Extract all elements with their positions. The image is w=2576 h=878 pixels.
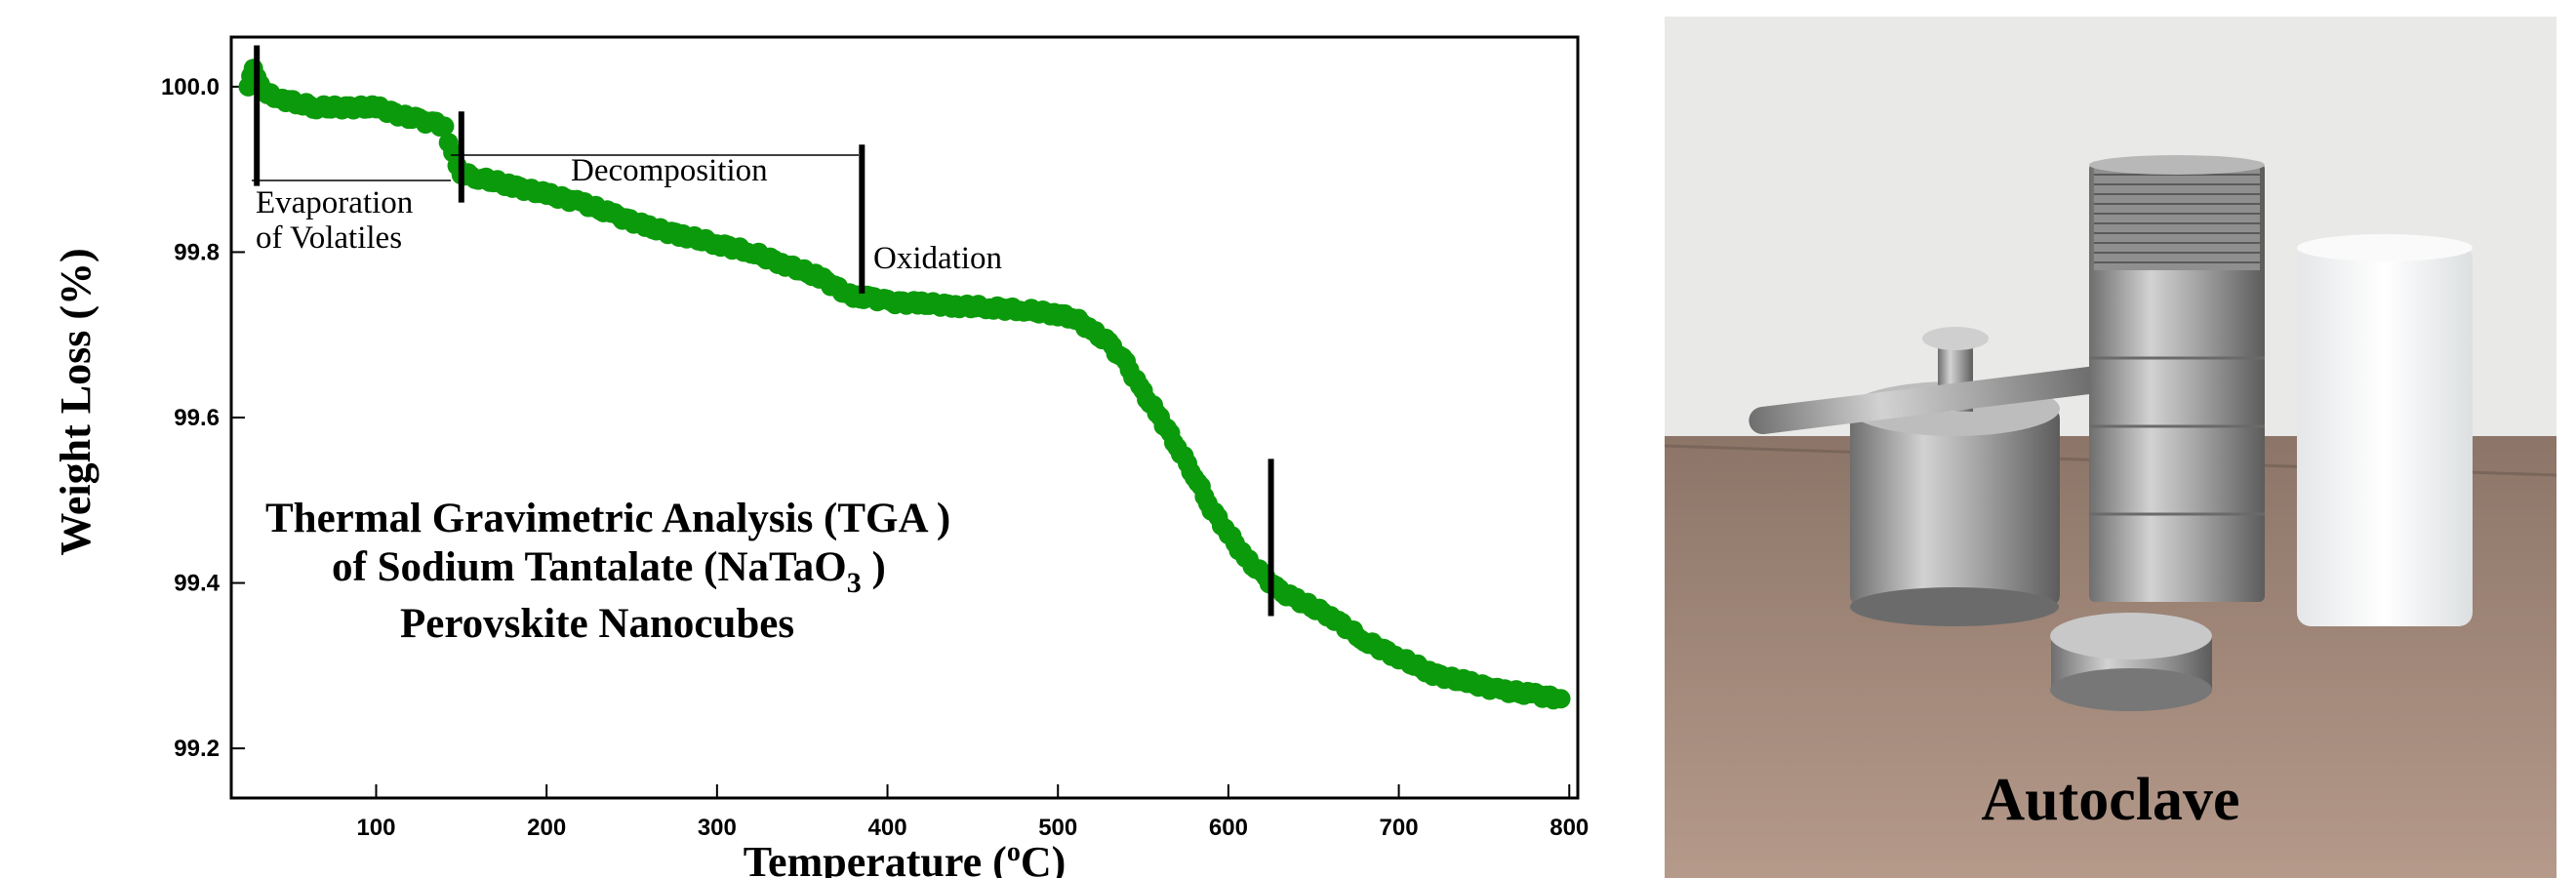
y-axis-label: Weight Loss (%) xyxy=(52,248,100,555)
autoclave-disc xyxy=(2050,613,2212,711)
chart-title-close: ) xyxy=(862,544,886,590)
tga-chart-svg: 99.2 99.4 99.6 99.8 100.0 100 200 300 400 500 600… xyxy=(52,35,1589,878)
x-tick-label: 200 xyxy=(527,815,566,841)
x-tick-label: 300 xyxy=(698,815,737,841)
x-tick-label: 500 xyxy=(1038,815,1077,841)
y-tick-label: 99.2 xyxy=(174,736,220,762)
x-tick-label: 400 xyxy=(868,815,907,841)
data-point xyxy=(1550,689,1571,709)
annotation-decomposition: Decomposition xyxy=(571,153,768,188)
y-tick-label: 99.8 xyxy=(174,239,220,265)
y-tick-label: 100.0 xyxy=(161,74,220,100)
x-tick-label: 100 xyxy=(356,815,395,841)
x-axis-label-main: Temperature ( xyxy=(744,838,1007,878)
ptfe-liner xyxy=(2297,234,2473,626)
y-tick-label: 99.4 xyxy=(174,571,220,597)
annotation-volatiles: of Volatiles xyxy=(256,220,402,256)
autoclave-caption: Autoclave xyxy=(1981,767,2240,833)
autoclave-photo: Autoclave xyxy=(1665,17,2556,878)
x-tick-label: 700 xyxy=(1380,815,1419,841)
plot-frame xyxy=(229,35,1580,800)
autoclave-body xyxy=(2089,155,2265,602)
x-axis-label-sup: o xyxy=(1007,837,1021,867)
chart-title-line-2-main: of Sodium Tantalate (NaTaO xyxy=(332,544,847,590)
x-tick-label: 800 xyxy=(1550,815,1589,841)
tga-chart: 99.2 99.4 99.6 99.8 100.0 100 200 300 400 500 600… xyxy=(52,35,1589,878)
data-point xyxy=(434,116,455,137)
chart-title-line-3: Perovskite Nanocubes xyxy=(400,601,794,647)
x-axis-label: Temperature (oC) xyxy=(744,837,1067,878)
chart-title-subscript: 3 xyxy=(847,567,862,599)
x-tick-label: 600 xyxy=(1209,815,1248,841)
annotation-evaporation: Evaporation xyxy=(256,185,413,220)
autoclave-illustration xyxy=(1665,17,2556,878)
y-tick-label: 99.6 xyxy=(174,405,220,431)
chart-title-line-1: Thermal Gravimetric Analysis (TGA ) xyxy=(265,496,950,541)
chart-title-line-2: of Sodium Tantalate (NaTaO3 ) xyxy=(332,544,886,599)
autoclave-cap xyxy=(1749,327,2127,626)
x-axis-label-end: C) xyxy=(1021,838,1066,878)
annotation-oxidation: Oxidation xyxy=(873,241,1002,276)
